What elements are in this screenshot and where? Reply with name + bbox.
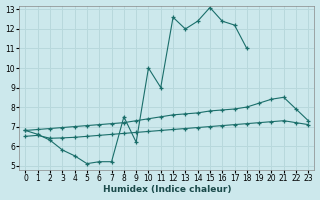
X-axis label: Humidex (Indice chaleur): Humidex (Indice chaleur) bbox=[103, 185, 231, 194]
